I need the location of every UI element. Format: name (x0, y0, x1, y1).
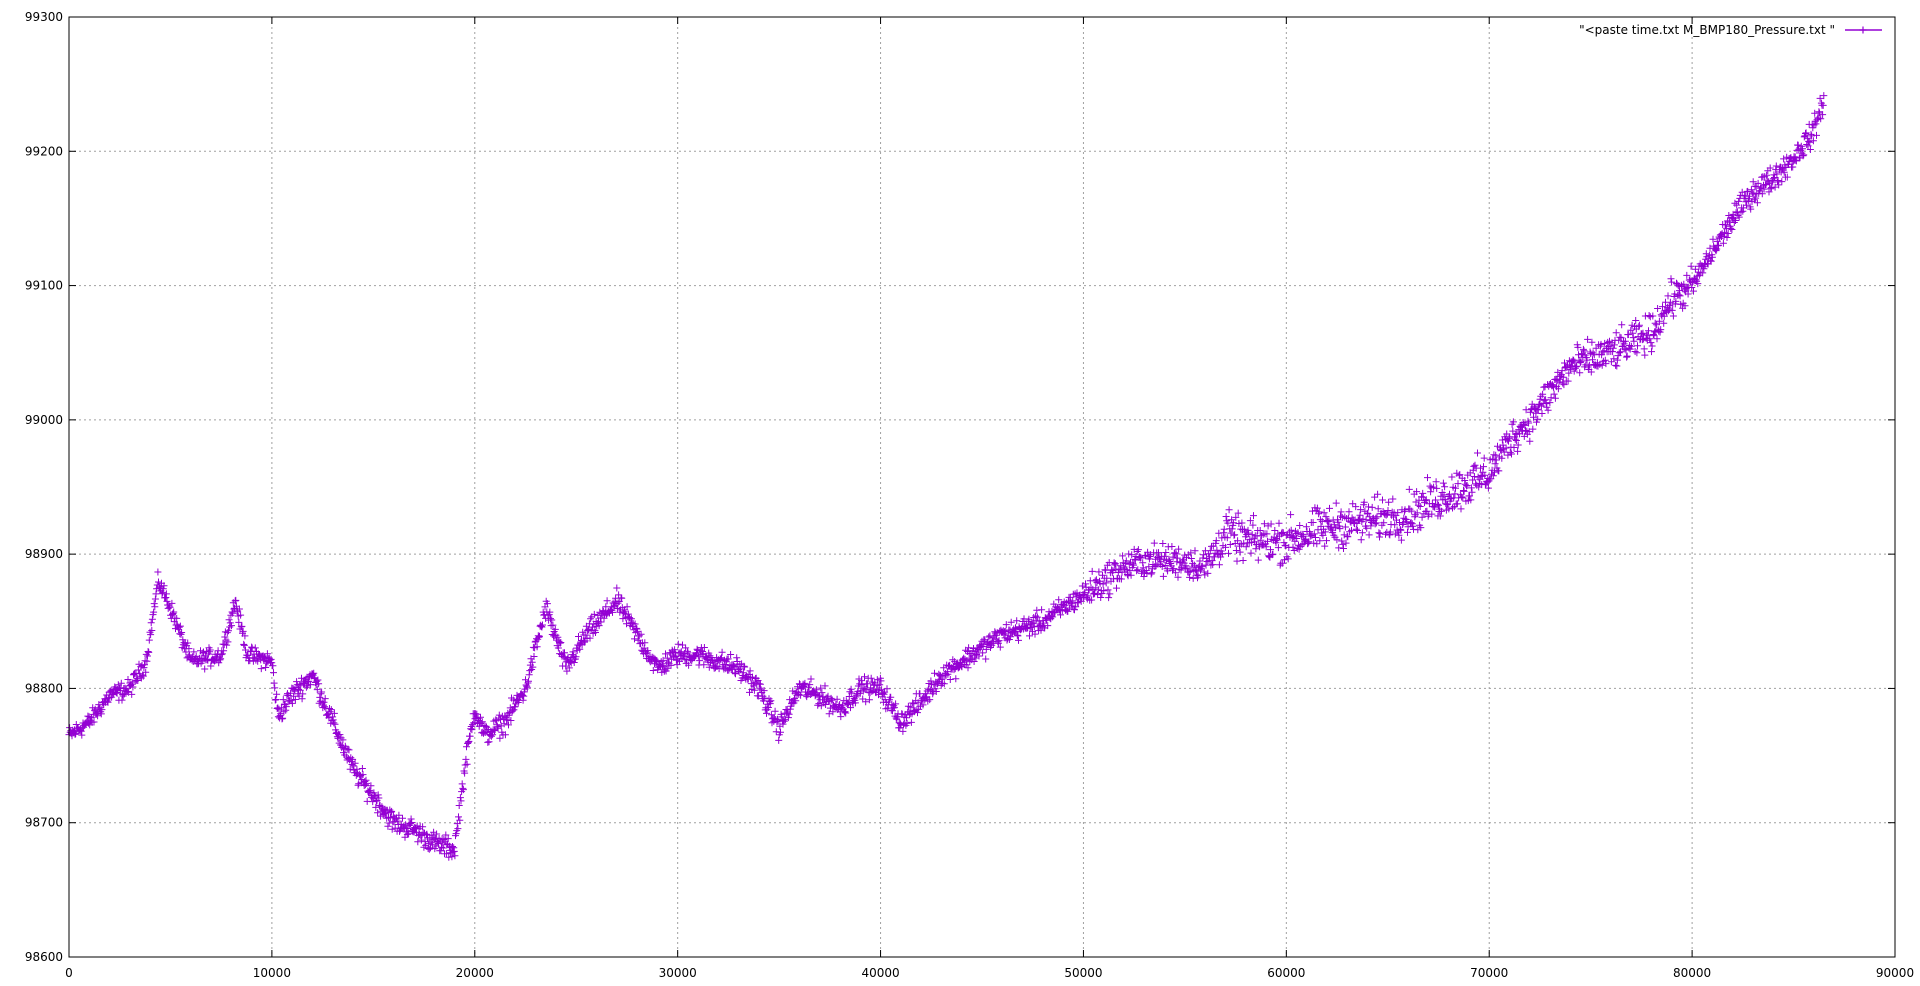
legend-series-label: "<paste time.txt M_BMP180_Pressure.txt " (1579, 23, 1835, 37)
y-axis: 98600 98700 98800 98900 99000 99100 99200 99300 (25, 10, 1895, 964)
y-tick-label: 99300 (25, 10, 63, 24)
x-tick-label: 50000 (1064, 966, 1102, 980)
y-tick-label: 99200 (25, 144, 63, 158)
x-tick-label: 80000 (1673, 966, 1711, 980)
y-tick-label: 99100 (25, 279, 63, 293)
legend: "<paste time.txt M_BMP180_Pressure.txt " (1579, 23, 1882, 37)
x-tick-label: 60000 (1267, 966, 1305, 980)
x-axis: 0 10000 20000 30000 40000 50000 60000 70000 8000… (65, 17, 1914, 980)
x-tick-label: 40000 (861, 966, 899, 980)
x-tick-label: 20000 (456, 966, 494, 980)
x-tick-label: 90000 (1876, 966, 1914, 980)
x-tick-label: 10000 (253, 966, 291, 980)
grid (69, 17, 1895, 957)
x-tick-label: 30000 (659, 966, 697, 980)
x-tick-label: 0 (65, 966, 73, 980)
y-tick-label: 99000 (25, 413, 63, 427)
legend-series-marker (1859, 26, 1867, 34)
y-tick-label: 98800 (25, 681, 63, 695)
y-tick-label: 98700 (25, 816, 63, 830)
x-tick-label: 70000 (1470, 966, 1508, 980)
y-tick-label: 98900 (25, 547, 63, 561)
y-tick-label: 98600 (25, 950, 63, 964)
plot-frame (68, 16, 1896, 958)
